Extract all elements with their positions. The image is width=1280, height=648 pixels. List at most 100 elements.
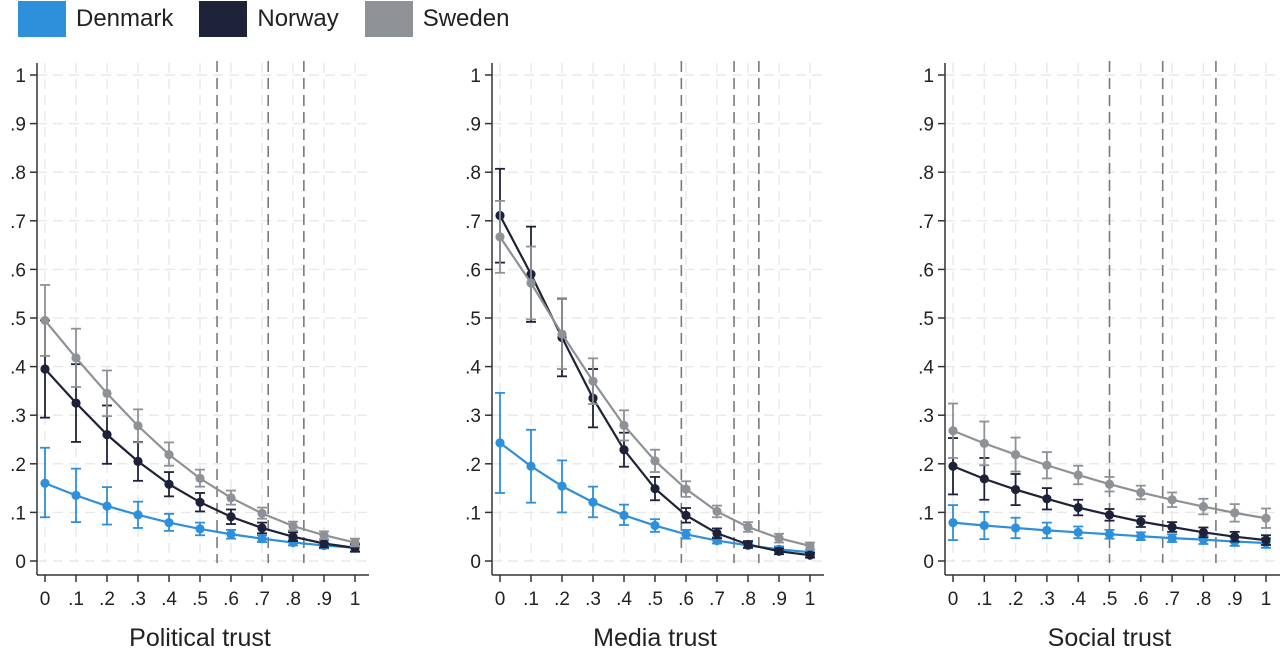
data-point-norway [195, 497, 205, 507]
data-point-denmark [133, 510, 143, 520]
y-tick-label: .6 [10, 260, 26, 281]
data-point-sweden [948, 426, 958, 436]
data-point-norway [743, 539, 753, 550]
data-point-sweden [1042, 460, 1052, 470]
y-tick-label: .1 [10, 503, 26, 524]
x-tick-label: .3 [1039, 589, 1055, 610]
y-tick-label: .3 [918, 406, 934, 427]
data-point-sweden [1230, 508, 1240, 518]
data-point-sweden [1167, 495, 1177, 505]
data-point-norway [1136, 517, 1146, 527]
x-tick-label: .6 [678, 589, 694, 610]
y-tick-label: .6 [918, 260, 934, 281]
x-tick-label: .8 [1195, 589, 1211, 610]
data-point-sweden [133, 421, 143, 431]
data-point-norway [619, 445, 629, 455]
data-point-norway [1198, 527, 1208, 537]
x-tick-label: .4 [1070, 589, 1086, 610]
data-point-norway [1261, 535, 1271, 545]
data-point-norway [257, 523, 267, 533]
data-point-denmark [40, 478, 50, 488]
data-point-denmark [979, 520, 989, 531]
y-tick-label: 0 [470, 552, 481, 573]
y-tick-label: .2 [465, 455, 481, 476]
legend: Denmark Norway Sweden [18, 0, 535, 38]
data-point-denmark [619, 510, 629, 520]
data-point-sweden [526, 278, 536, 288]
data-point-sweden [40, 315, 50, 326]
y-tick-label: .9 [10, 115, 26, 136]
panel-title-media-trust: Media trust [593, 624, 717, 648]
data-point-denmark [195, 524, 205, 534]
y-tick-label: .7 [465, 212, 481, 233]
x-tick-label: .1 [68, 589, 84, 610]
data-point-denmark [1167, 533, 1177, 543]
data-point-norway [1104, 510, 1115, 520]
x-tick-label: .5 [647, 589, 663, 610]
data-point-sweden [1011, 449, 1021, 460]
x-tick-label: .9 [316, 589, 332, 610]
data-point-denmark [526, 461, 536, 471]
data-point-denmark [495, 438, 505, 448]
x-tick-label: .8 [285, 589, 301, 610]
data-point-sweden [681, 484, 691, 494]
data-point-norway [805, 550, 815, 560]
y-tick-label: .7 [10, 212, 26, 233]
data-point-sweden [743, 522, 753, 532]
x-tick-label: 0 [40, 589, 51, 610]
data-point-denmark [681, 529, 691, 539]
y-tick-label: 1 [15, 66, 26, 87]
x-tick-label: 0 [495, 589, 506, 610]
data-point-norway [681, 510, 691, 520]
data-point-norway [319, 538, 329, 549]
x-tick-label: .9 [771, 589, 787, 610]
data-point-denmark [557, 481, 567, 491]
data-point-sweden [712, 506, 722, 517]
data-point-denmark [1011, 523, 1021, 533]
x-tick-label: 0 [948, 589, 959, 610]
data-point-sweden [1261, 513, 1271, 523]
data-point-denmark [1136, 531, 1146, 541]
panel-title-social-trust: Social trust [1048, 624, 1172, 648]
data-point-norway [164, 479, 174, 489]
x-tick-label: .2 [99, 589, 115, 610]
y-tick-label: .5 [465, 309, 481, 330]
data-point-denmark [1104, 529, 1115, 539]
x-tick-label: .2 [1008, 589, 1024, 610]
y-tick-label: .3 [10, 406, 26, 427]
legend-item-denmark: Denmark [18, 1, 173, 37]
data-point-sweden [350, 537, 360, 548]
data-point-norway [1042, 494, 1052, 504]
y-tick-label: .6 [465, 260, 481, 281]
x-tick-label: 1 [1261, 589, 1272, 610]
y-tick-label: .8 [10, 163, 26, 184]
series-sweden [495, 199, 815, 551]
x-tick-label: .3 [130, 589, 146, 610]
data-point-denmark [226, 529, 236, 539]
y-tick-label: .8 [918, 163, 934, 184]
x-tick-label: .7 [254, 589, 270, 610]
legend-swatch-denmark [18, 1, 66, 37]
data-point-sweden [319, 530, 329, 540]
x-tick-label: .9 [1227, 589, 1243, 610]
data-point-sweden [588, 376, 598, 386]
y-tick-label: 0 [15, 552, 26, 573]
data-point-sweden [650, 456, 660, 466]
data-point-sweden [979, 438, 989, 448]
x-tick-label: .6 [223, 589, 239, 610]
data-point-norway [288, 532, 298, 542]
series-sweden [40, 284, 360, 548]
data-point-sweden [1136, 487, 1146, 498]
data-point-norway [1073, 502, 1083, 513]
data-point-sweden [288, 521, 298, 531]
data-point-sweden [495, 232, 505, 242]
data-point-sweden [619, 420, 629, 431]
x-tick-label: .8 [740, 589, 756, 610]
y-tick-label: .7 [918, 212, 934, 233]
y-tick-label: .2 [10, 455, 26, 476]
series-sweden [948, 402, 1271, 529]
data-point-sweden [1198, 501, 1208, 512]
data-point-denmark [650, 520, 660, 531]
y-tick-label: .5 [10, 309, 26, 330]
